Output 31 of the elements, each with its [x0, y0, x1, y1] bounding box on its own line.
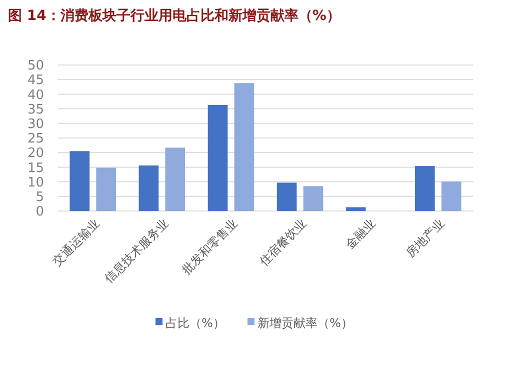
legend-label: 占比（%）	[166, 316, 225, 330]
y-tick-label: 15	[27, 160, 44, 176]
bar	[96, 168, 116, 211]
y-tick-label: 20	[27, 146, 44, 162]
bar	[441, 182, 462, 211]
x-tick-label: 信息技术服务业	[102, 216, 172, 286]
y-tick-label: 30	[27, 116, 44, 132]
y-tick-label: 10	[27, 175, 44, 190]
bar	[208, 105, 228, 211]
y-tick-label: 5	[36, 190, 44, 205]
y-tick-label: 40	[27, 88, 44, 103]
x-tick-label: 住宿餐饮业	[256, 216, 310, 270]
bar	[234, 83, 254, 211]
bar	[138, 165, 159, 211]
bar	[276, 182, 297, 211]
y-tick-label: 45	[27, 73, 44, 88]
legend-label: 新增贡献率（%）	[258, 316, 353, 330]
bar	[303, 186, 324, 211]
x-tick-label: 金融业	[342, 216, 378, 252]
bar	[70, 151, 90, 211]
bar	[165, 148, 186, 211]
y-tick-label: 0	[36, 204, 44, 220]
x-tick-label: 交通运输业	[50, 216, 102, 269]
x-tick-label: 批发和零售业	[179, 216, 240, 278]
y-tick-label: 50	[27, 58, 44, 74]
chart-title: 图 14：消费板块子行业用电占比和新增贡献率（%）	[8, 7, 340, 24]
bar	[414, 166, 435, 211]
bar	[346, 207, 366, 211]
y-tick-label: 35	[27, 102, 44, 118]
y-tick-label: 25	[27, 132, 44, 147]
x-tick-label: 房地产业	[403, 216, 448, 260]
